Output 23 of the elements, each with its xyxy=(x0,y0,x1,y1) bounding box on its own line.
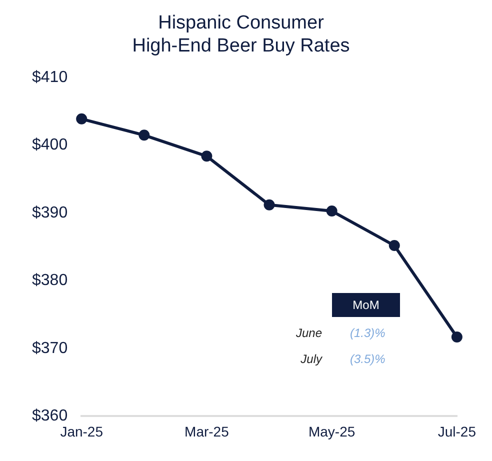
y-tick-label: $360 xyxy=(32,408,68,425)
x-tick-label: May-25 xyxy=(308,423,356,440)
x-tick-label: Jul-25 xyxy=(438,423,476,440)
point xyxy=(76,113,88,124)
x-tick-label: Mar-25 xyxy=(184,423,230,440)
point xyxy=(138,130,150,141)
y-tick-label: $410 xyxy=(32,69,68,86)
x-tick-label: Jan-25 xyxy=(60,423,104,440)
y-tick-label: $370 xyxy=(32,340,68,357)
annotation: (3.5)% xyxy=(350,352,386,366)
point xyxy=(388,240,400,252)
y-tick-label: $400 xyxy=(32,136,68,154)
y-tick-label: $390 xyxy=(32,204,68,222)
y-tick-label: $380 xyxy=(32,272,68,290)
chart-title: Hispanic Consumer High-End Beer Buy Rates xyxy=(132,12,350,56)
point xyxy=(326,206,338,217)
point xyxy=(451,331,462,342)
point xyxy=(264,199,275,210)
annotation: June xyxy=(294,326,322,340)
point xyxy=(201,150,212,162)
annotation: (1.3)% xyxy=(350,326,386,340)
annotation: July xyxy=(300,352,322,366)
table-header-box: MoM xyxy=(332,293,400,317)
